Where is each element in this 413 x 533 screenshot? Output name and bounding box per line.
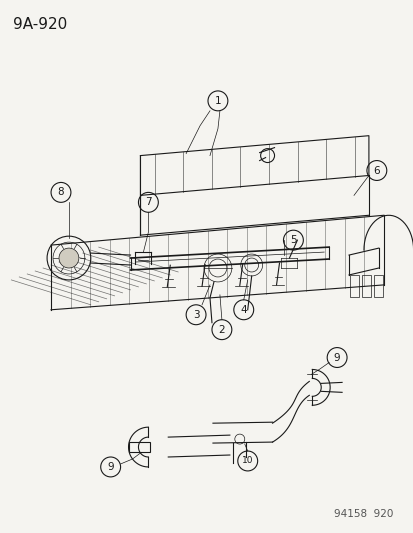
Bar [373, 275, 382, 297]
Text: 7: 7 [145, 197, 151, 207]
Bar [128, 442, 150, 452]
Text: 2: 2 [218, 325, 225, 335]
Text: 6: 6 [373, 166, 379, 175]
Bar [349, 275, 358, 297]
Text: 1: 1 [214, 96, 221, 106]
Text: 8: 8 [57, 188, 64, 197]
Circle shape [59, 248, 78, 268]
Text: 94158  920: 94158 920 [334, 508, 393, 519]
Text: 9: 9 [333, 352, 339, 362]
Bar [361, 275, 370, 297]
Text: 10: 10 [241, 456, 253, 465]
Text: 9A-920: 9A-920 [13, 17, 67, 33]
Text: 4: 4 [240, 305, 247, 315]
Text: 9: 9 [107, 462, 114, 472]
Text: 5: 5 [290, 235, 296, 245]
Text: 3: 3 [192, 310, 199, 320]
